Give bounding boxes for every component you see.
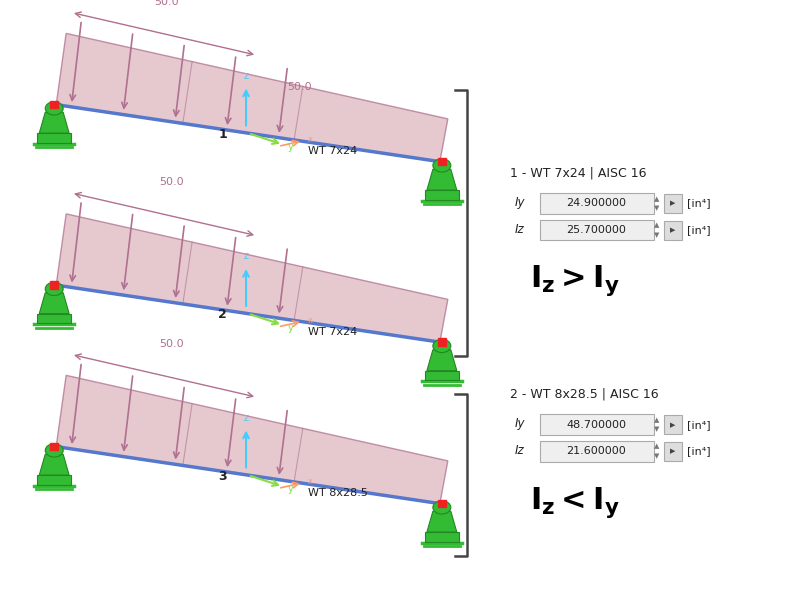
- Text: ▼: ▼: [654, 453, 660, 459]
- Text: y: y: [288, 323, 294, 333]
- Text: WT 7x24: WT 7x24: [308, 146, 357, 156]
- FancyBboxPatch shape: [539, 193, 654, 214]
- Text: 2: 2: [218, 308, 227, 322]
- Ellipse shape: [46, 102, 63, 115]
- Text: ▶: ▶: [670, 200, 676, 206]
- Text: WT 7x24: WT 7x24: [308, 326, 357, 337]
- Text: WT 8x28.5: WT 8x28.5: [308, 488, 368, 498]
- Text: y: y: [288, 142, 294, 152]
- Text: 1 - WT 7x24 | AISC 16: 1 - WT 7x24 | AISC 16: [510, 166, 646, 179]
- Text: ▲: ▲: [654, 196, 660, 202]
- Text: 3: 3: [218, 470, 226, 483]
- Text: Iz: Iz: [514, 223, 524, 236]
- Text: ▶: ▶: [670, 422, 676, 428]
- Text: ▼: ▼: [654, 232, 660, 238]
- Polygon shape: [39, 112, 69, 133]
- Text: 25.700000: 25.700000: [566, 225, 626, 235]
- FancyBboxPatch shape: [425, 371, 458, 380]
- Ellipse shape: [46, 444, 63, 457]
- FancyBboxPatch shape: [50, 101, 58, 109]
- Polygon shape: [427, 169, 457, 190]
- FancyBboxPatch shape: [438, 500, 446, 508]
- Polygon shape: [39, 454, 69, 475]
- Text: Iz: Iz: [514, 444, 524, 457]
- FancyBboxPatch shape: [38, 314, 71, 323]
- Text: [in⁴]: [in⁴]: [687, 446, 710, 457]
- Text: 50.0: 50.0: [159, 178, 184, 187]
- Text: z: z: [243, 71, 249, 81]
- Text: [in⁴]: [in⁴]: [687, 225, 710, 235]
- FancyBboxPatch shape: [425, 190, 458, 200]
- Text: ▶: ▶: [670, 227, 676, 233]
- FancyBboxPatch shape: [50, 281, 58, 289]
- Polygon shape: [56, 376, 448, 503]
- Text: 50.0: 50.0: [159, 339, 184, 349]
- Polygon shape: [427, 350, 457, 371]
- Text: 2 - WT 8x28.5 | AISC 16: 2 - WT 8x28.5 | AISC 16: [510, 388, 658, 401]
- Polygon shape: [56, 34, 448, 161]
- Text: [in⁴]: [in⁴]: [687, 199, 710, 208]
- Polygon shape: [56, 214, 448, 342]
- FancyBboxPatch shape: [438, 158, 446, 166]
- Text: ▲: ▲: [654, 222, 660, 228]
- FancyBboxPatch shape: [664, 221, 682, 239]
- Ellipse shape: [433, 339, 451, 353]
- Text: Iy: Iy: [514, 418, 525, 430]
- Text: Iy: Iy: [514, 196, 525, 209]
- Text: [in⁴]: [in⁴]: [687, 420, 710, 430]
- Text: ▼: ▼: [654, 427, 660, 433]
- FancyBboxPatch shape: [50, 443, 58, 451]
- Ellipse shape: [433, 159, 451, 172]
- FancyBboxPatch shape: [664, 194, 682, 213]
- Text: x: x: [308, 135, 313, 144]
- Text: z: z: [243, 251, 249, 262]
- Text: 50.0: 50.0: [154, 0, 179, 7]
- FancyBboxPatch shape: [539, 415, 654, 435]
- FancyBboxPatch shape: [425, 532, 458, 542]
- Text: $\mathbf{I_z < I_y}$: $\mathbf{I_z < I_y}$: [530, 485, 619, 520]
- Text: x: x: [308, 316, 313, 325]
- Text: ▼: ▼: [654, 205, 660, 211]
- Ellipse shape: [433, 501, 451, 514]
- Text: ▶: ▶: [670, 448, 676, 454]
- Text: y: y: [288, 484, 294, 494]
- Text: 50.0: 50.0: [287, 82, 311, 92]
- Text: x: x: [308, 477, 313, 486]
- FancyBboxPatch shape: [664, 415, 682, 434]
- Text: z: z: [243, 413, 249, 423]
- FancyBboxPatch shape: [539, 220, 654, 241]
- Text: 21.600000: 21.600000: [566, 446, 626, 457]
- Text: 1: 1: [218, 128, 227, 141]
- FancyBboxPatch shape: [38, 475, 71, 485]
- Text: $\mathbf{I_z > I_y}$: $\mathbf{I_z > I_y}$: [530, 263, 619, 298]
- FancyBboxPatch shape: [438, 338, 446, 346]
- Text: ▲: ▲: [654, 417, 660, 423]
- FancyBboxPatch shape: [38, 133, 71, 143]
- Text: 24.900000: 24.900000: [566, 199, 626, 208]
- Polygon shape: [427, 511, 457, 532]
- FancyBboxPatch shape: [664, 442, 682, 461]
- Text: 48.700000: 48.700000: [566, 420, 626, 430]
- Polygon shape: [39, 293, 69, 314]
- Text: ▲: ▲: [654, 443, 660, 449]
- FancyBboxPatch shape: [539, 441, 654, 462]
- Ellipse shape: [46, 282, 63, 296]
